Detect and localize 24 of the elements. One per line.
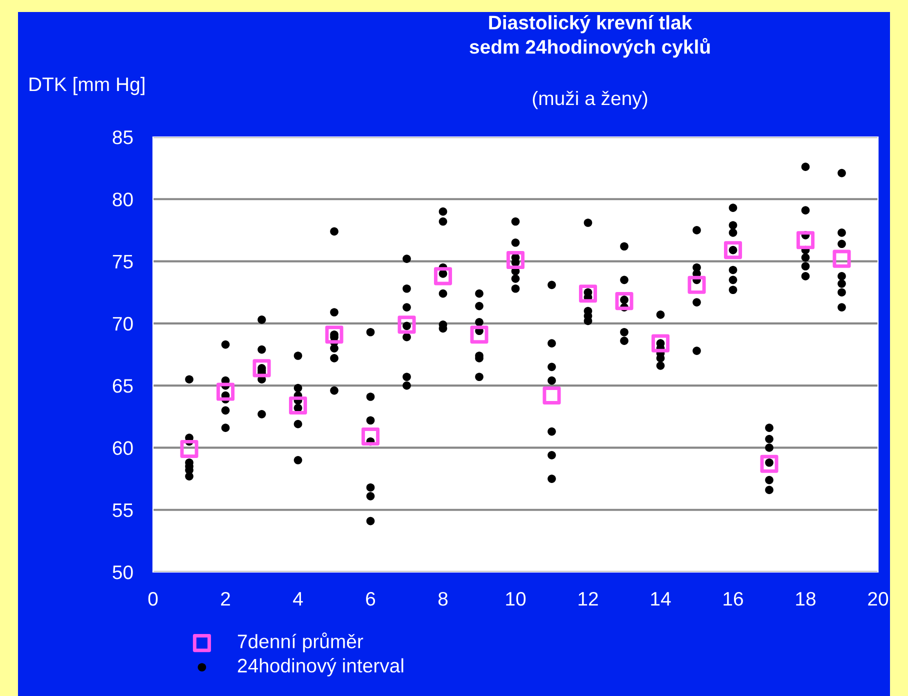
y-tick-label: 55 <box>112 504 133 518</box>
chart-title: Diastolický krevní tlak sedm 24hodinových cyklů <box>470 15 710 58</box>
legend-label: 24hodinový interval <box>238 658 404 676</box>
x-tick-label: 14 <box>651 592 671 606</box>
y-tick-label: 65 <box>112 379 133 393</box>
y-tick-label: 85 <box>112 130 133 144</box>
x-tick-label: 20 <box>868 592 888 606</box>
x-tick-label: 6 <box>366 592 376 606</box>
y-tick-label: 75 <box>112 254 133 269</box>
x-tick-label: 2 <box>221 592 230 606</box>
x-tick-label: 8 <box>438 592 448 606</box>
legend-label: 7denní průměr <box>238 632 364 652</box>
x-tick-label: 4 <box>293 592 303 606</box>
x-tick-label: 10 <box>506 592 526 606</box>
chart-subtitle: (muži a ženy) <box>532 90 648 110</box>
y-tick-label: 70 <box>112 316 133 331</box>
y-tick-label: 60 <box>112 441 133 455</box>
x-tick-label: 18 <box>796 592 816 606</box>
x-tick-label: 16 <box>724 592 743 606</box>
x-tick-label: 0 <box>148 592 158 606</box>
y-axis-title: DTK [mm Hg] <box>30 76 144 96</box>
y-tick-label: 50 <box>112 565 133 580</box>
x-tick-label: 12 <box>578 592 598 606</box>
y-tick-label: 80 <box>112 192 133 206</box>
